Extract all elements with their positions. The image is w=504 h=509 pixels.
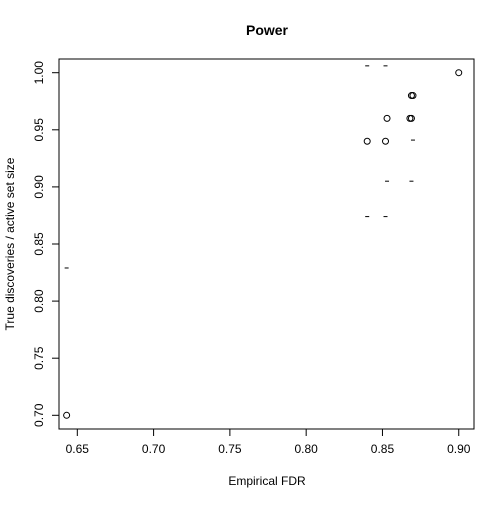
y-tick-label: 0.95 <box>32 118 46 142</box>
data-point <box>409 92 417 100</box>
dash-marks-group <box>64 65 415 269</box>
x-axis-label: Empirical FDR <box>228 474 306 488</box>
x-tick-label: 0.75 <box>218 442 242 456</box>
data-point <box>383 114 391 122</box>
plot-area-border <box>58 58 475 430</box>
data-point <box>63 411 71 419</box>
x-axis: 0.65 0.70 0.75 0.80 0.85 0.90 <box>66 428 471 456</box>
points-group <box>63 69 463 419</box>
y-tick-label: 0.90 <box>32 175 46 199</box>
y-tick-label: 1.00 <box>32 61 46 85</box>
y-axis-label: True discoveries / active set size <box>3 157 17 330</box>
y-tick-label: 0.85 <box>32 232 46 256</box>
x-tick-label: 0.65 <box>66 442 90 456</box>
y-tick-label: 0.70 <box>32 403 46 427</box>
x-tick-label: 0.80 <box>294 442 318 456</box>
y-tick-label: 0.80 <box>32 289 46 313</box>
chart-title: Power <box>246 22 289 38</box>
data-point <box>407 114 415 122</box>
x-tick-label: 0.70 <box>142 442 166 456</box>
y-axis: 0.70 0.75 0.80 0.85 0.90 0.95 1.00 <box>32 61 60 427</box>
x-tick-label: 0.85 <box>371 442 395 456</box>
data-point <box>455 69 463 77</box>
data-point <box>382 137 390 145</box>
y-tick-label: 0.75 <box>32 346 46 370</box>
x-tick-label: 0.90 <box>447 442 471 456</box>
data-point <box>363 137 371 145</box>
